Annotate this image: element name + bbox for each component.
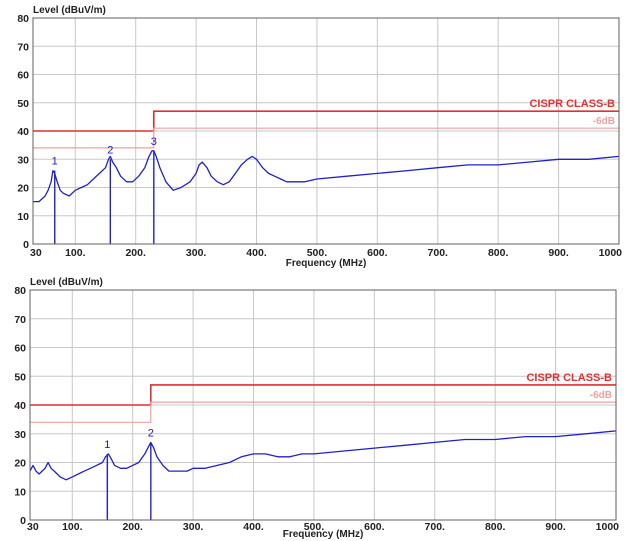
y-tick-label: 80	[17, 13, 29, 25]
y-tick-label: 50	[17, 98, 29, 110]
x-tick-label: 800.	[488, 247, 509, 259]
marker-label-1: 1	[52, 156, 58, 168]
y-tick-label: 50	[14, 371, 26, 383]
emission-chart-bottom: CISPR CLASS-B -6dB 1 2 0 10 20 30 40 50 60 70 80 30 10…	[0, 272, 635, 541]
x-axis-label: Frequency (MHz)	[286, 258, 367, 269]
x-tick-label: 900.	[545, 521, 566, 533]
y-tick-label: 40	[17, 126, 29, 138]
y-tick-label: 30	[14, 429, 26, 441]
x-tick-label: 200.	[125, 247, 146, 259]
series-line-measured	[33, 150, 620, 203]
y-axis-label: Level (dBuV/m)	[33, 5, 106, 16]
limit-label-minus-6db: -6dB	[593, 116, 615, 127]
emission-chart-top: CISPR CLASS-B -6dB 1 2 3 0 10 20 30 40 50 60 70 80 30 1…	[0, 0, 635, 270]
x-tick-label: 30	[27, 521, 39, 533]
y-tick-label: 40	[14, 400, 26, 412]
limit-line-cispr-class-b	[30, 384, 616, 406]
limit-label-cispr-class-b: CISPR CLASS-B	[529, 98, 615, 110]
x-axis-label: Frequency (MHz)	[283, 529, 364, 540]
x-tick-label: 600.	[367, 247, 388, 259]
y-tick-label: 30	[17, 154, 29, 166]
y-tick-label: 80	[14, 285, 26, 297]
series-line-measured	[29, 430, 617, 481]
plot-frame	[32, 17, 620, 245]
y-tick-label: 70	[14, 314, 26, 326]
x-tick-label: 100.	[62, 521, 83, 533]
marker-label-2: 2	[148, 427, 154, 439]
x-tick-label: 400.	[243, 521, 264, 533]
x-tick-label: 500.	[307, 247, 328, 259]
x-tick-label: 100.	[65, 247, 86, 259]
limit-line-minus-6db	[33, 127, 619, 149]
y-tick-label: 20	[17, 183, 29, 195]
x-tick-label: 800.	[485, 521, 506, 533]
x-tick-label: 700.	[425, 521, 446, 533]
x-tick-label: 300.	[183, 521, 204, 533]
marker-label-2: 2	[107, 144, 113, 156]
marker-label-3: 3	[151, 136, 157, 148]
limit-line-cispr-class-b	[33, 110, 619, 132]
limit-label-minus-6db: -6dB	[590, 390, 612, 401]
y-axis-label: Level (dBuV/m)	[30, 277, 103, 288]
x-tick-label: 200.	[122, 521, 143, 533]
plot-frame	[29, 289, 617, 521]
x-tick-label: 30	[30, 247, 42, 259]
y-tick-label: 20	[14, 458, 26, 470]
x-tick-label: 400.	[246, 247, 267, 259]
y-tick-label: 70	[17, 41, 29, 53]
x-tick-label: 1000	[596, 521, 620, 533]
y-tick-label: 10	[14, 486, 26, 498]
y-tick-label: 0	[23, 239, 29, 251]
x-tick-label: 500.	[304, 521, 325, 533]
y-tick-label: 60	[17, 70, 29, 82]
limit-line-minus-6db	[30, 401, 616, 423]
limit-label-cispr-class-b: CISPR CLASS-B	[526, 372, 612, 384]
y-tick-label: 0	[20, 515, 26, 527]
marker-label-1: 1	[104, 439, 110, 451]
x-tick-label: 700.	[428, 247, 449, 259]
x-tick-label: 1000	[599, 247, 623, 259]
y-tick-label: 10	[17, 211, 29, 223]
y-tick-label: 60	[14, 343, 26, 355]
x-tick-label: 300.	[186, 247, 207, 259]
x-tick-label: 600.	[364, 521, 385, 533]
x-tick-label: 900.	[548, 247, 569, 259]
